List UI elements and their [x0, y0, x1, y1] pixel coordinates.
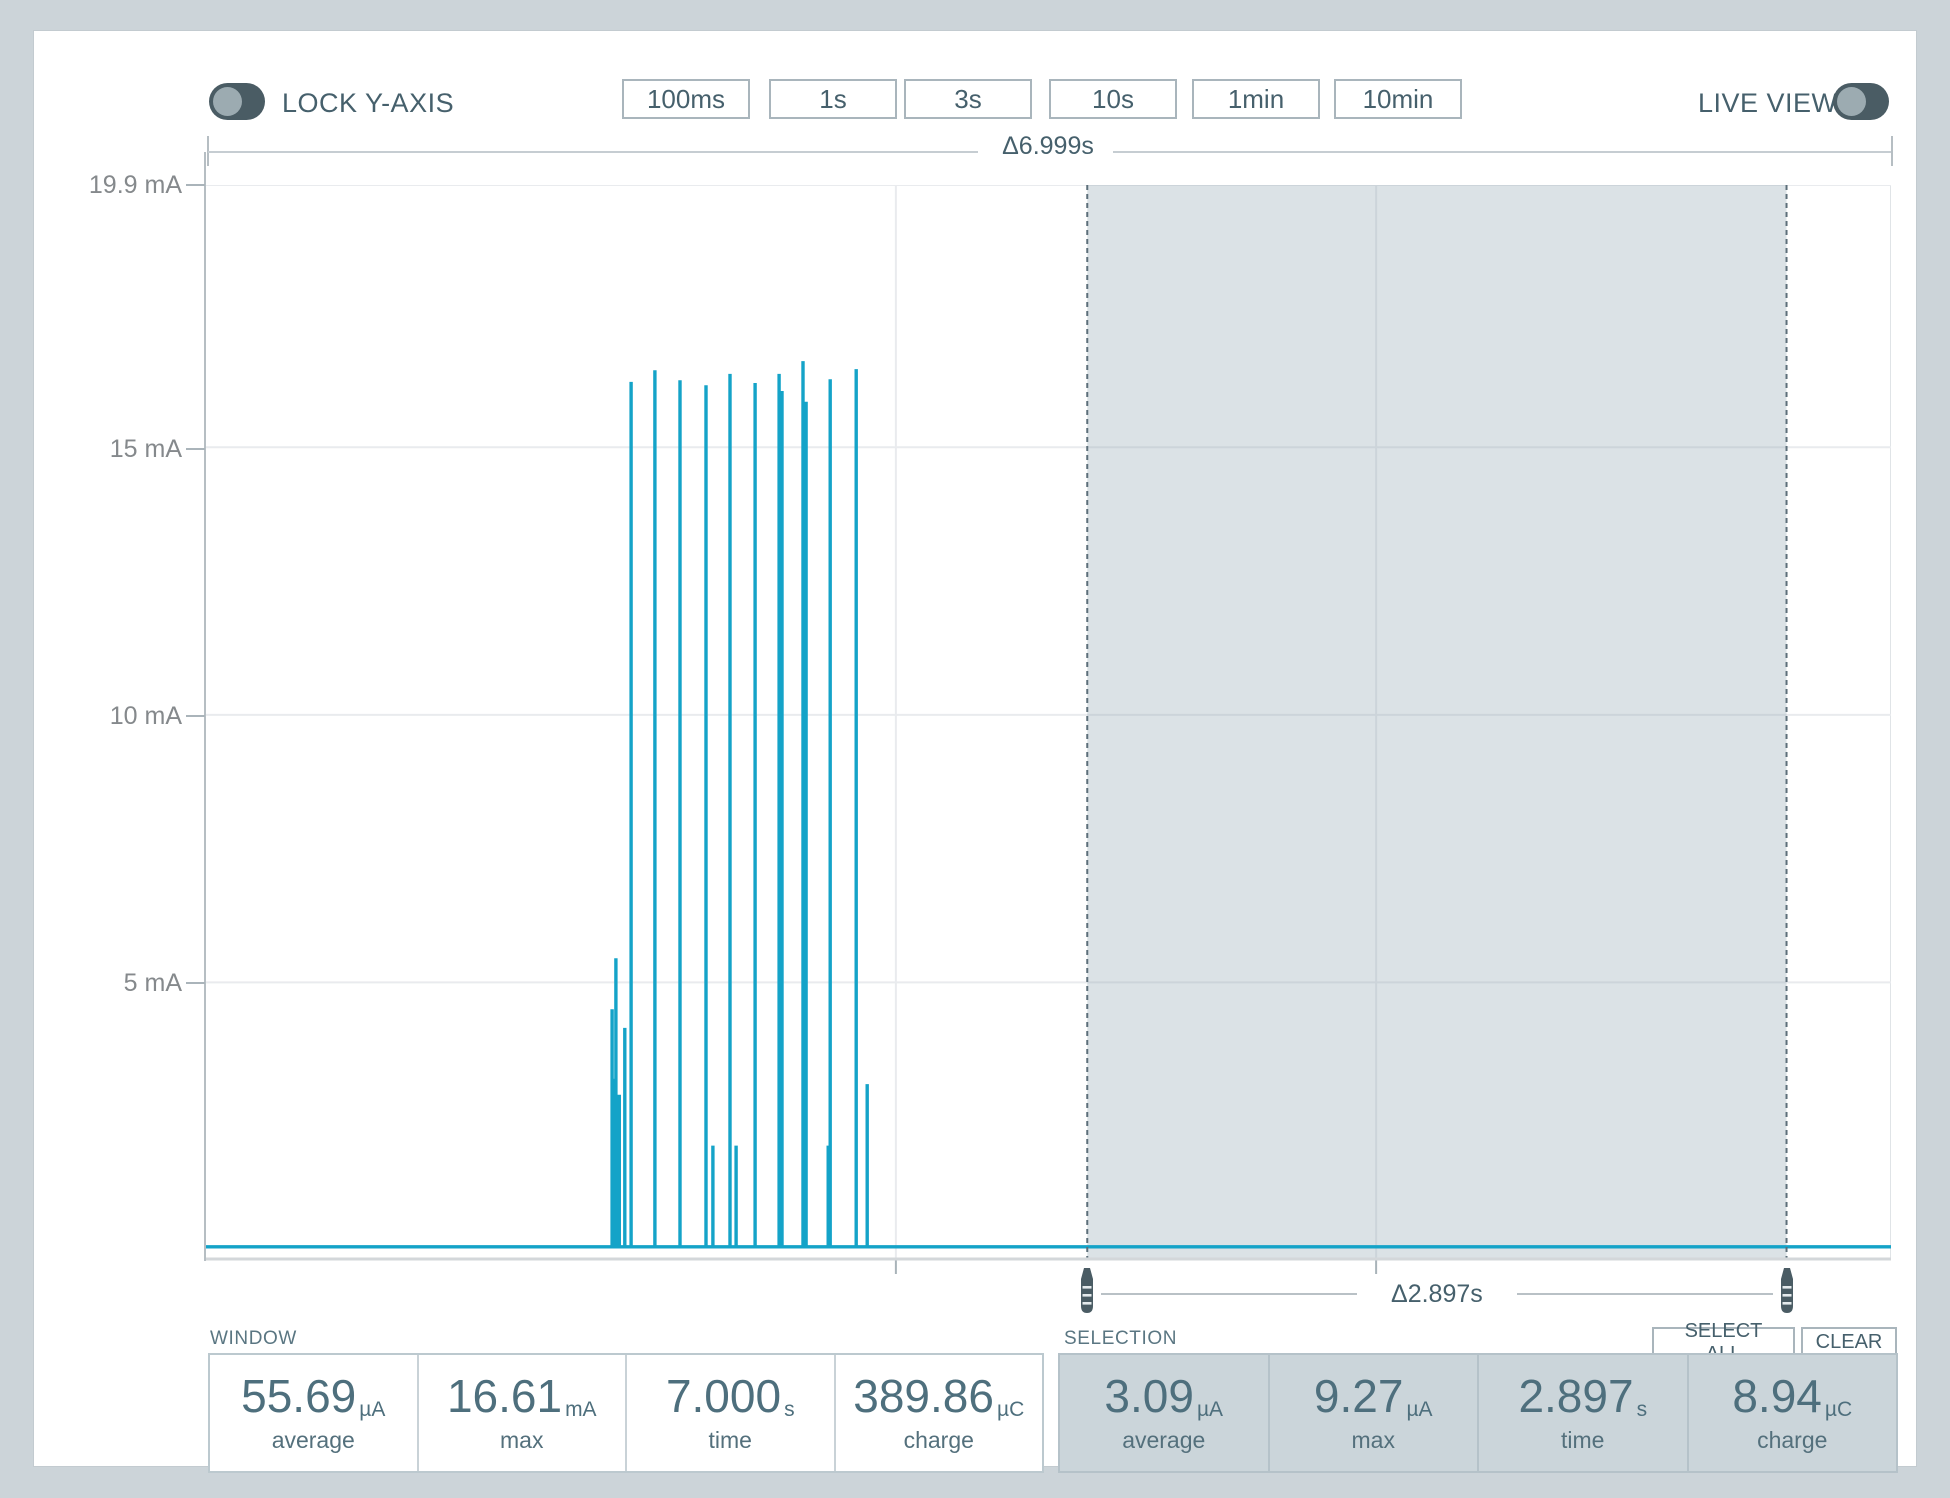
stat-window-average: 55.69 µA average [210, 1355, 419, 1471]
stat-unit: µA [1406, 1397, 1433, 1421]
selection-handle-icon [1081, 1268, 1094, 1313]
selection-stats-panel: 3.09 µA average 9.27 µA max 2.897 s time 8.… [1058, 1353, 1898, 1473]
stat-selection-charge: 8.94 µC charge [1689, 1355, 1897, 1471]
y-tick-label: 5 mA [123, 969, 182, 997]
window-button-10s[interactable]: 10s [1049, 79, 1177, 119]
stat-selection-time: 2.897 s time [1479, 1355, 1689, 1471]
y-tick-mark [186, 448, 205, 450]
y-tick-mark [186, 184, 205, 186]
window-panel-title: WINDOW [210, 1328, 297, 1349]
selection-bracket-line [1101, 1293, 1357, 1295]
stat-selection-max: 9.27 µA max [1270, 1355, 1479, 1471]
y-tick-mark [186, 715, 205, 717]
stat-unit: s [784, 1397, 795, 1421]
window-stats-panel: 55.69 µA average 16.61 mA max 7.000 s time … [208, 1353, 1044, 1473]
stat-unit: µC [996, 1397, 1025, 1421]
stat-value: 3.09 [1104, 1369, 1194, 1422]
stat-value: 7.000 [665, 1369, 782, 1422]
stat-value: 2.897 [1518, 1369, 1634, 1422]
stat-label: max [1351, 1426, 1395, 1453]
stat-label: time [1561, 1426, 1605, 1453]
stat-label: charge [903, 1426, 974, 1453]
y-tick-label: 19.9 mA [88, 171, 182, 199]
selection-handle-icon [1780, 1268, 1793, 1313]
y-axis-line [204, 152, 206, 1261]
stat-unit: mA [565, 1397, 597, 1421]
stat-unit: µA [359, 1397, 386, 1421]
y-tick-mark [186, 982, 205, 984]
live-view-toggle[interactable] [1833, 83, 1889, 120]
y-tick-label: 15 mA [109, 435, 182, 463]
stat-value: 9.27 [1313, 1369, 1404, 1422]
window-bracket-line [208, 151, 983, 153]
toggle-knob-icon [213, 87, 242, 116]
stat-label: max [500, 1426, 544, 1453]
window-delta-label: Δ6.999s [978, 132, 1118, 161]
lock-y-axis-toggle[interactable] [209, 83, 265, 120]
profiler-card: LOCK Y-AXIS 100ms 1s 3s 10s 1min 10min L… [33, 30, 1917, 1473]
selection-panel-title: SELECTION [1064, 1328, 1178, 1349]
stat-label: average [271, 1426, 355, 1453]
window-button-3s[interactable]: 3s [904, 79, 1032, 119]
live-view-label: LIVE VIEW [1698, 88, 1838, 118]
toggle-knob-icon [1837, 87, 1866, 116]
stat-unit: s [1636, 1397, 1648, 1421]
stat-value: 8.94 [1732, 1369, 1822, 1422]
stat-selection-average: 3.09 µA average [1060, 1355, 1270, 1471]
selection-bracket-line [1516, 1293, 1773, 1295]
stat-unit: µA [1196, 1397, 1224, 1421]
window-bracket-right-tick [1891, 136, 1893, 166]
window-button-1s[interactable]: 1s [769, 79, 897, 119]
selection-handle-right[interactable] [1776, 1267, 1798, 1315]
stat-window-charge: 389.86 µC charge [836, 1355, 1043, 1471]
stat-window-time: 7.000 s time [627, 1355, 836, 1471]
stat-unit: µC [1824, 1397, 1853, 1421]
plot-right-border [1890, 185, 1891, 1259]
window-button-100ms[interactable]: 100ms [622, 79, 750, 119]
stat-value: 55.69 [241, 1369, 357, 1422]
window-button-10min[interactable]: 10min [1334, 79, 1462, 119]
stat-label: charge [1757, 1426, 1828, 1453]
window-bracket-line [1113, 151, 1891, 153]
selection-delta-label: Δ2.897s [1391, 1280, 1483, 1308]
stat-window-max: 16.61 mA max [419, 1355, 627, 1471]
stat-value: 389.86 [853, 1369, 994, 1422]
window-button-1min[interactable]: 1min [1192, 79, 1320, 119]
stat-label: time [708, 1426, 752, 1453]
stat-value: 16.61 [446, 1369, 563, 1422]
stat-label: average [1122, 1426, 1206, 1453]
selection-handle-left[interactable] [1076, 1267, 1098, 1315]
lock-y-axis-label: LOCK Y-AXIS [282, 88, 455, 118]
y-tick-label: 10 mA [109, 702, 182, 730]
chart-canvas[interactable] [206, 185, 1891, 1274]
